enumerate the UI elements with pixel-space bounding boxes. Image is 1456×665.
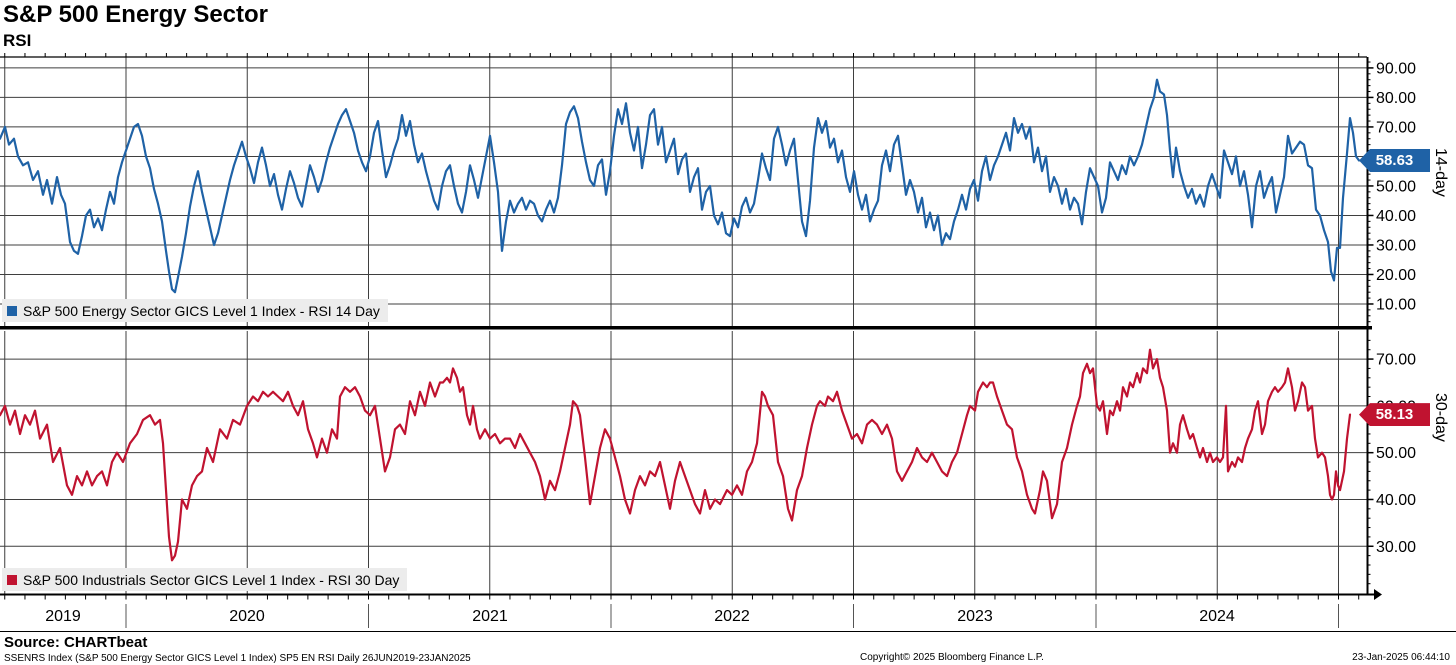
print-timestamp: 23-Jan-2025 06:44:10 xyxy=(1352,652,1450,663)
y-tick-label: 70.00 xyxy=(1376,119,1416,136)
chart-subtitle: RSI xyxy=(3,31,32,50)
energy-rsi14-line xyxy=(0,78,1361,294)
y-tick-label: 80.00 xyxy=(1376,90,1416,107)
year-label: 2021 xyxy=(472,608,508,625)
industrials-rsi30-line xyxy=(0,348,1352,562)
y-tick-label: 70.00 xyxy=(1376,352,1416,369)
y-tick-label: 10.00 xyxy=(1376,296,1416,313)
axis-label-14-day: 14-day xyxy=(1432,148,1449,197)
last-value-badge-rsi30: 58.13 xyxy=(1359,403,1430,427)
x-axis-arrow xyxy=(1374,589,1382,600)
legend-energy-rsi14: S&P 500 Energy Sector GICS Level 1 Index… xyxy=(2,299,388,322)
y-tick-label: 50.00 xyxy=(1376,445,1416,462)
legend-energy-label: S&P 500 Energy Sector GICS Level 1 Index… xyxy=(23,302,380,319)
axis-label-30-day: 30-day xyxy=(1432,393,1449,442)
ticker-description: SSENRS Index (S&P 500 Energy Sector GICS… xyxy=(4,653,471,664)
year-label: 2019 xyxy=(45,608,81,625)
energy-series-swatch-icon xyxy=(7,305,17,316)
y-tick-label: 40.00 xyxy=(1376,492,1416,509)
year-label: 2022 xyxy=(714,608,750,625)
year-label: 2024 xyxy=(1199,608,1235,625)
chart-title: S&P 500 Energy Sector xyxy=(3,1,269,28)
industrials-series-swatch-icon xyxy=(7,574,17,585)
legend-industrials-rsi30: S&P 500 Industrials Sector GICS Level 1 … xyxy=(2,568,408,591)
y-tick-label: 40.00 xyxy=(1376,208,1416,225)
copyright-notice: Copyright© 2025 Bloomberg Finance L.P. xyxy=(860,652,1044,663)
y-tick-label: 30.00 xyxy=(1376,539,1416,556)
year-label: 2020 xyxy=(229,608,265,625)
footer-divider xyxy=(0,631,1456,632)
y-tick-label: 50.00 xyxy=(1376,178,1416,195)
source-credit: Source: CHARTbeat xyxy=(4,634,148,651)
y-tick-label: 20.00 xyxy=(1376,267,1416,284)
y-tick-label: 30.00 xyxy=(1376,237,1416,254)
legend-industrials-label: S&P 500 Industrials Sector GICS Level 1 … xyxy=(23,571,400,588)
year-label: 2023 xyxy=(957,608,993,625)
y-tick-label: 90.00 xyxy=(1376,60,1416,77)
panel-separator xyxy=(0,326,1372,330)
last-value-badge-rsi14: 58.63 xyxy=(1359,148,1430,172)
